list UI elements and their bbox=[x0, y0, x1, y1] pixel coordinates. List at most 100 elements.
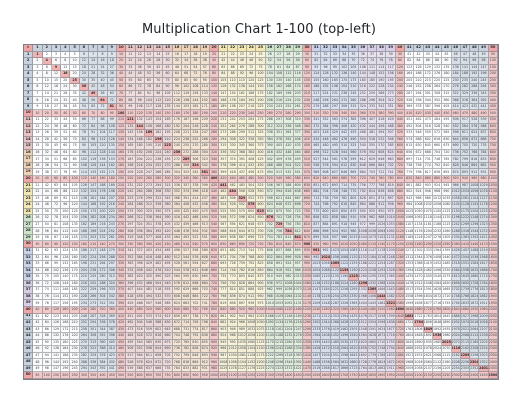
product-cell: 630 bbox=[414, 143, 424, 150]
product-cell: 600 bbox=[135, 372, 145, 379]
product-cell: 20 bbox=[116, 58, 127, 65]
product-cell: 171 bbox=[107, 169, 117, 176]
product-cell: 235 bbox=[70, 352, 80, 360]
row-header: 4 bbox=[24, 71, 34, 78]
product-cell: 1025 bbox=[405, 208, 415, 216]
product-cell: 115 bbox=[237, 77, 248, 85]
product-cell: 160 bbox=[395, 71, 406, 78]
product-cell: 532 bbox=[284, 169, 294, 176]
product-cell: 357 bbox=[219, 156, 229, 163]
product-cell: 1225 bbox=[256, 365, 266, 373]
product-cell: 308 bbox=[228, 136, 238, 144]
product-cell: 891 bbox=[274, 261, 285, 268]
product-cell: 320 bbox=[172, 175, 182, 183]
product-cell: 925 bbox=[256, 287, 266, 294]
product-cell: 156 bbox=[135, 130, 145, 137]
product-cell: 264 bbox=[126, 202, 136, 209]
product-cell: 429 bbox=[126, 300, 136, 307]
product-cell: 550 bbox=[488, 117, 498, 124]
product-cell: 858 bbox=[265, 261, 275, 268]
product-cell: 1600 bbox=[488, 254, 498, 262]
product-cell: 264 bbox=[228, 123, 238, 131]
product-cell: 2205 bbox=[442, 365, 452, 373]
product-cell: 800 bbox=[395, 175, 406, 183]
product-cell: 1800 bbox=[358, 372, 368, 379]
row-header: 17 bbox=[24, 156, 34, 163]
product-cell: 288 bbox=[107, 254, 117, 262]
row-header: 2 bbox=[24, 58, 34, 65]
product-cell: 8 bbox=[33, 97, 43, 104]
product-cell: 376 bbox=[98, 352, 108, 360]
product-cell: 418 bbox=[126, 293, 136, 301]
product-cell: 35 bbox=[70, 90, 80, 98]
product-cell: 70 bbox=[42, 274, 52, 281]
product-cell: 882 bbox=[191, 365, 201, 373]
product-cell: 1280 bbox=[395, 254, 406, 262]
product-cell: 720 bbox=[470, 143, 480, 150]
row-header: 18 bbox=[24, 162, 34, 170]
product-cell: 644 bbox=[451, 136, 461, 144]
product-cell: 198 bbox=[126, 162, 136, 170]
product-cell: 1274 bbox=[479, 215, 489, 222]
product-cell: 377 bbox=[144, 234, 155, 242]
product-cell: 192 bbox=[172, 123, 182, 131]
product-cell: 2205 bbox=[479, 339, 489, 347]
product-cell: 900 bbox=[256, 280, 266, 288]
product-cell: 210 bbox=[219, 110, 229, 118]
product-cell: 460 bbox=[451, 110, 461, 118]
product-cell: 276 bbox=[237, 123, 248, 131]
product-cell: 117 bbox=[386, 64, 396, 72]
product-cell: 666 bbox=[367, 162, 378, 170]
row-header: 25 bbox=[24, 208, 34, 216]
product-cell: 285 bbox=[163, 169, 173, 176]
product-cell: 94 bbox=[460, 58, 471, 65]
product-cell: 972 bbox=[274, 280, 285, 288]
product-cell: 195 bbox=[144, 143, 155, 150]
product-cell: 45 bbox=[33, 339, 43, 347]
product-cell: 2350 bbox=[460, 372, 471, 379]
product-cell: 108 bbox=[79, 162, 90, 170]
product-cell: 1813 bbox=[479, 287, 489, 294]
product-cell: 50 bbox=[70, 110, 80, 118]
product-cell: 522 bbox=[191, 234, 201, 242]
product-cell: 384 bbox=[247, 149, 257, 157]
product-cell: 192 bbox=[98, 202, 108, 209]
product-cell: 1260 bbox=[302, 320, 313, 327]
product-cell: 1034 bbox=[460, 189, 471, 196]
product-cell: 329 bbox=[89, 352, 99, 360]
product-cell: 200 bbox=[488, 71, 498, 78]
product-cell: 1476 bbox=[405, 280, 415, 288]
row-header: 44 bbox=[24, 333, 34, 340]
product-cell: 774 bbox=[191, 326, 201, 334]
product-cell: 1410 bbox=[302, 352, 313, 360]
product-cell: 255 bbox=[163, 156, 173, 163]
product-cell: 100 bbox=[488, 58, 498, 65]
product-cell: 920 bbox=[395, 195, 406, 203]
product-cell: 92 bbox=[451, 58, 461, 65]
product-cell: 1100 bbox=[228, 372, 238, 379]
product-cell: 328 bbox=[405, 97, 415, 104]
product-cell: 1190 bbox=[349, 267, 359, 275]
product-cell: 42 bbox=[219, 58, 229, 65]
product-cell: 1680 bbox=[349, 359, 359, 366]
product-cell: 10 bbox=[70, 58, 80, 65]
product-cell: 315 bbox=[442, 90, 452, 98]
product-cell: 1080 bbox=[247, 339, 257, 347]
product-cell: 702 bbox=[386, 162, 396, 170]
product-cell: 1564 bbox=[451, 267, 461, 275]
product-cell: 810 bbox=[274, 241, 285, 249]
product-cell: 35 bbox=[349, 51, 359, 59]
product-cell: 1056 bbox=[432, 202, 443, 209]
product-cell: 144 bbox=[191, 97, 201, 104]
product-cell: 578 bbox=[340, 156, 350, 163]
product-cell: 34 bbox=[340, 51, 350, 59]
product-cell: 104 bbox=[61, 215, 71, 222]
product-cell: 60 bbox=[135, 77, 145, 85]
product-cell: 765 bbox=[442, 156, 452, 163]
product-cell: 150 bbox=[51, 372, 62, 379]
product-cell: 288 bbox=[79, 359, 90, 366]
product-cell: 1935 bbox=[442, 326, 452, 334]
product-cell: 999 bbox=[274, 287, 285, 294]
product-cell: 459 bbox=[182, 221, 192, 229]
product-cell: 735 bbox=[219, 274, 229, 281]
